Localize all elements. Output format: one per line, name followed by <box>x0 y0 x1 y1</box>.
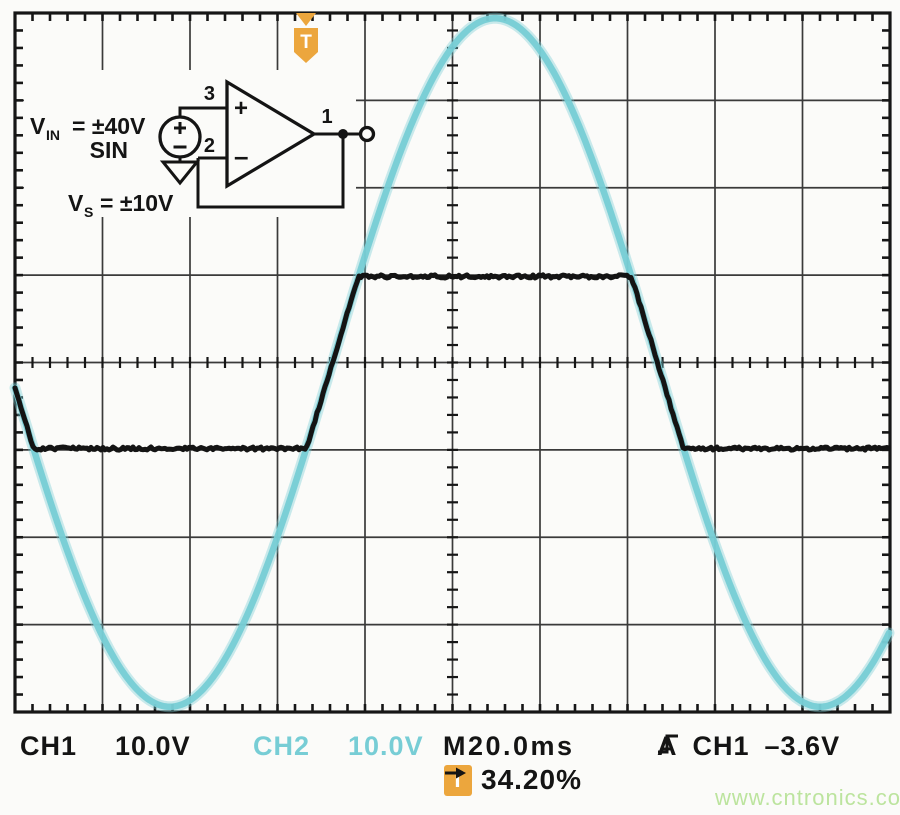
vin-label-sub: IN <box>46 127 60 143</box>
ch1-volts-per-div: 10.0V <box>115 731 191 761</box>
ch2-scale-readout: CH2 10.0V <box>253 731 424 762</box>
trigger-flag-letter: T <box>300 32 312 53</box>
ch2-trace <box>11 14 893 710</box>
waveforms <box>9 12 895 713</box>
vin-label-value: = ±40V <box>72 113 146 139</box>
ch1-label: CH1 <box>20 731 78 761</box>
trigger-flag-icon <box>294 28 318 63</box>
pin-1-label: 1 <box>321 106 332 128</box>
vs-label-v: V <box>68 190 84 216</box>
watermark: www.cntronics.com <box>715 785 900 810</box>
ch2-volts-per-div: 10.0V <box>348 731 424 761</box>
trigger-level-value: –3.6V <box>764 731 841 761</box>
output-terminal-icon <box>358 125 376 143</box>
trigger-readout: A CH1 –3.6V <box>657 731 840 762</box>
vs-label-sub: S <box>84 204 93 220</box>
ch2-label: CH2 <box>253 731 311 761</box>
opamp-plus-input-sign: + <box>234 95 248 122</box>
source-plus-icon <box>174 122 186 134</box>
ch1-scale-readout: CH1 10.0V <box>20 731 191 762</box>
circuit-inset: + – 3 2 1 V IN = ±40V SIN V S = ±10V <box>24 70 376 220</box>
feedback-wire <box>196 136 345 209</box>
noninverting-input-wire <box>178 106 227 117</box>
arrow-right-icon <box>445 767 466 779</box>
output-junction-dot <box>338 129 348 139</box>
trigger-position-marker: T <box>294 13 318 63</box>
trigger-arrow-icon <box>296 13 316 26</box>
opamp-symbol <box>225 79 318 189</box>
trigger-position-readout: T 34.20% <box>444 764 582 796</box>
trigger-source-label: CH1 <box>692 731 750 761</box>
ch1-trace <box>12 272 892 453</box>
trigger-position-value: 34.20% <box>481 764 582 795</box>
pin-3-label: 3 <box>204 83 215 105</box>
timebase-readout: M20.0ms <box>443 731 575 761</box>
rising-edge-icon <box>658 734 678 754</box>
vs-label-value: = ±10V <box>100 190 174 216</box>
sin-label: SIN <box>90 137 128 163</box>
vin-label-v: V <box>30 113 46 139</box>
voltage-source-icon <box>158 115 202 159</box>
pin-2-label: 2 <box>204 135 215 157</box>
opamp-minus-input-sign: – <box>234 141 248 171</box>
ground-icon <box>159 160 201 186</box>
